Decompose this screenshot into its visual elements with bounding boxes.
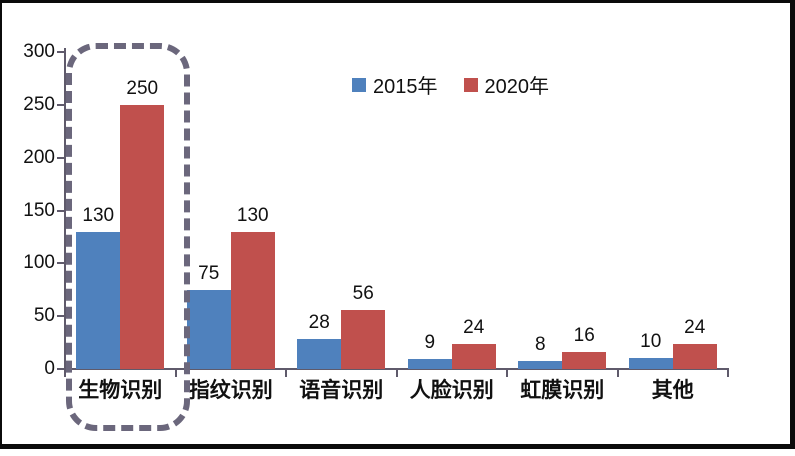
- y-axis-tick-label: 100: [23, 252, 55, 274]
- value-label-2015年-虹膜识别: 8: [534, 333, 546, 355]
- legend-label: 2015年: [373, 76, 438, 98]
- x-axis-tick: [285, 369, 287, 377]
- y-axis-tick: [57, 156, 65, 159]
- y-axis-tick: [57, 368, 65, 370]
- y-axis-tick: [57, 262, 65, 265]
- x-axis-tick: [395, 369, 398, 377]
- bar-2015年-人脸识别: [407, 359, 452, 369]
- y-axis-tick-label: 150: [23, 199, 55, 221]
- bar-2015年-其他: [628, 358, 673, 369]
- y-axis-tick-label: 300: [23, 41, 55, 62]
- value-label-2020年-指纹识别: 130: [236, 204, 269, 226]
- category-label-虹膜识别: 虹膜识别: [520, 379, 605, 402]
- bar-2015年-生物识别: [76, 231, 121, 369]
- bar-2020年-虹膜识别: [562, 352, 607, 369]
- value-label-2015年-语音识别: 28: [308, 312, 330, 334]
- value-label-2020年-其他: 24: [684, 316, 706, 338]
- legend: 2015年 2020年: [352, 70, 549, 99]
- bar-2015年-虹膜识别: [518, 360, 563, 369]
- legend-item-2015年: 2015年: [352, 70, 438, 99]
- bar-2020年-指纹识别: [230, 231, 275, 369]
- category-label-生物识别: 生物识别: [78, 379, 163, 402]
- category-label-指纹识别: 指纹识别: [188, 379, 273, 402]
- x-axis-tick: [727, 369, 729, 377]
- bar-2020年-生物识别: [120, 104, 165, 369]
- bar-2020年-语音识别: [341, 309, 386, 369]
- y-axis-tick: [57, 51, 65, 53]
- value-label-2015年-其他: 10: [640, 331, 662, 353]
- y-axis-tick-label: 250: [23, 93, 55, 115]
- x-axis-tick: [64, 369, 66, 377]
- category-label-其他: 其他: [651, 379, 694, 402]
- legend-swatch-icon: [352, 77, 366, 92]
- y-axis-tick-label: 50: [33, 305, 55, 327]
- category-label-语音识别: 语音识别: [299, 379, 384, 402]
- bar-2015年-指纹识别: [186, 289, 231, 369]
- y-axis-tick: [57, 315, 65, 318]
- category-label-人脸识别: 人脸识别: [409, 379, 494, 402]
- value-label-2020年-生物识别: 250: [126, 77, 159, 99]
- value-label-2015年-人脸识别: 9: [424, 332, 436, 354]
- value-label-2020年-语音识别: 56: [352, 282, 374, 304]
- value-label-2020年-人脸识别: 24: [463, 316, 485, 338]
- y-axis-tick-label: 200: [23, 146, 55, 168]
- legend-swatch-icon: [463, 77, 478, 92]
- value-label-2015年-指纹识别: 75: [198, 262, 220, 284]
- value-label-2020年-虹膜识别: 16: [573, 325, 595, 347]
- x-axis-tick: [174, 369, 177, 377]
- bar-2020年-人脸识别: [451, 343, 496, 369]
- y-axis-tick: [57, 209, 65, 212]
- legend-label: 2020年: [484, 76, 550, 98]
- x-axis-tick: [616, 369, 619, 377]
- bar-2020年-其他: [672, 343, 717, 369]
- y-axis-tick-label: 0: [44, 358, 55, 379]
- y-axis-line: [64, 48, 66, 370]
- x-axis-tick: [506, 369, 508, 377]
- bar-2015年-语音识别: [297, 339, 342, 369]
- y-axis-tick: [57, 103, 65, 106]
- legend-item-2020年: 2020年: [463, 70, 550, 99]
- value-label-2015年-生物识别: 130: [82, 204, 115, 226]
